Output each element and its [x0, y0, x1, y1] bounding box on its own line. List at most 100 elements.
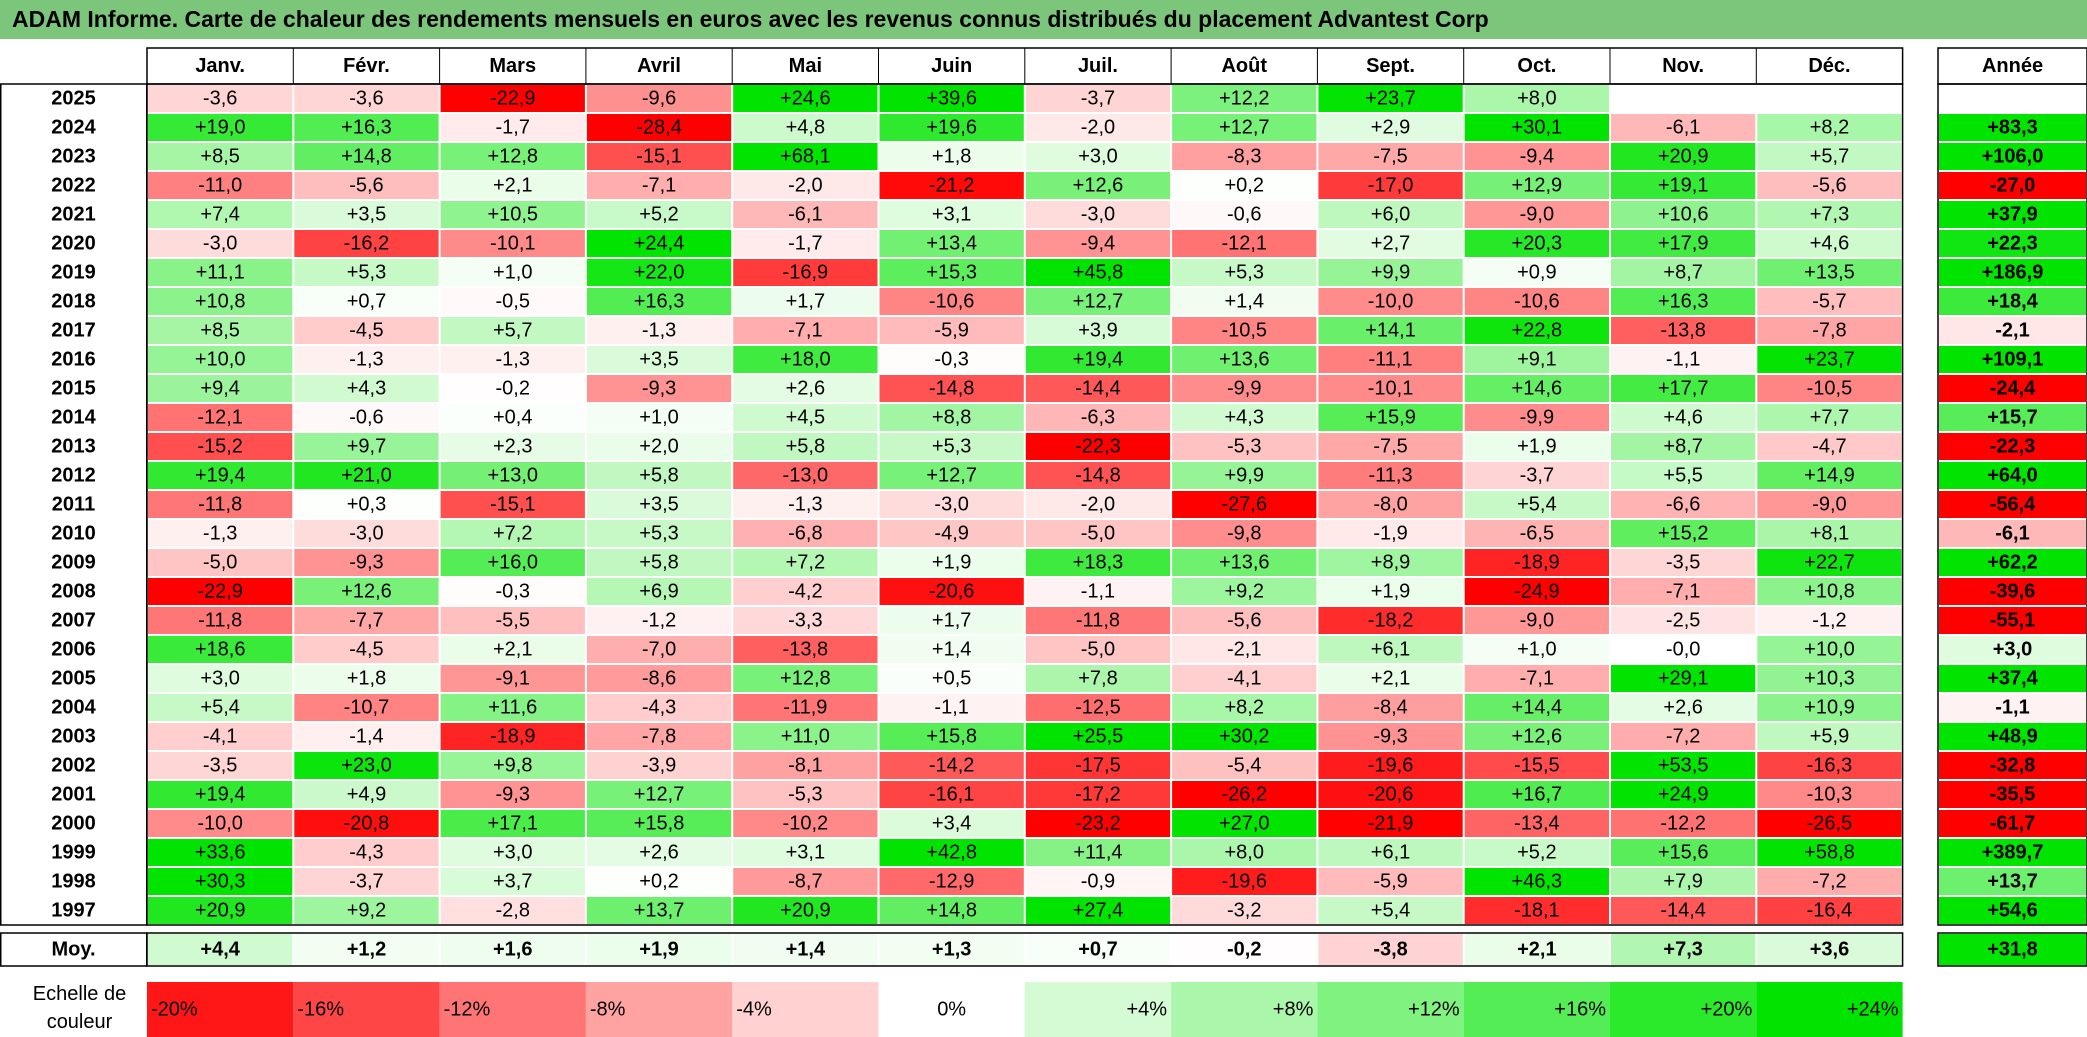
- cell-value: +22,0: [634, 262, 685, 284]
- year-label: 2001: [51, 784, 96, 806]
- heatmap-cell: [1611, 346, 1756, 373]
- heatmap-cell: [440, 781, 585, 808]
- heatmap-cell: [1318, 404, 1463, 431]
- month-header-3: Mars: [489, 55, 536, 77]
- heatmap-cell: [1757, 433, 1902, 460]
- cell-value: +15,6: [1658, 842, 1709, 864]
- cell-value: +2,6: [1663, 697, 1702, 719]
- heatmap-cell: [586, 114, 732, 141]
- cell-value: -26,2: [1221, 784, 1267, 806]
- heatmap-cell: [1025, 752, 1171, 779]
- cell-value: +11,1: [196, 262, 245, 284]
- cell-value: +6,0: [1371, 204, 1410, 226]
- average-value: +3,6: [1810, 939, 1849, 961]
- heatmap-cell: [733, 491, 878, 518]
- heatmap-cell: [879, 810, 1024, 837]
- heatmap-cell: [1611, 723, 1756, 750]
- heatmap-cell: [1464, 868, 1609, 895]
- cell-value: -11,0: [198, 175, 242, 197]
- heatmap-cell: [1757, 375, 1902, 402]
- cell-value: -15,2: [197, 436, 243, 458]
- cell-value: -1,3: [203, 523, 237, 545]
- cell-value: +5,4: [200, 697, 239, 719]
- heatmap-cell: [1464, 636, 1609, 663]
- cell-value: +1,9: [1371, 581, 1410, 603]
- heatmap-cell: [1318, 85, 1463, 112]
- heatmap-cell: [1318, 288, 1463, 315]
- heatmap-cell: [148, 85, 293, 112]
- month-header-2: Févr.: [343, 55, 390, 77]
- heatmap-cell: [148, 578, 293, 605]
- heatmap-cell: [1757, 665, 1902, 692]
- annual-header-box: [1937, 47, 2087, 85]
- heatmap-cell: [733, 288, 878, 315]
- scale-swatch: [1171, 982, 1318, 1037]
- heatmap-cell: [294, 839, 439, 866]
- cell-value: +8,2: [1225, 697, 1264, 719]
- cell-value: +33,6: [195, 842, 246, 864]
- heatmap-cell: [148, 723, 293, 750]
- heatmap-cell: [879, 491, 1024, 518]
- heatmap-cell: [733, 578, 878, 605]
- cell-value: +3,0: [200, 668, 239, 690]
- cell-value: +9,1: [1517, 349, 1556, 371]
- scale-label: +8%: [1273, 999, 1314, 1021]
- heatmap-cell: [1025, 897, 1171, 924]
- heatmap-cell: [294, 85, 439, 112]
- cell-value: -9,9: [1520, 407, 1554, 429]
- cell-value: +2,6: [786, 378, 825, 400]
- cell-value: +21,0: [341, 465, 392, 487]
- cell-value: -9,0: [1812, 494, 1846, 516]
- heatmap-cell: [1757, 230, 1902, 257]
- scale-label: -20%: [151, 999, 198, 1021]
- heatmap-cell: [1757, 781, 1902, 808]
- year-label: 2018: [51, 291, 96, 313]
- cell-value: -14,8: [929, 378, 975, 400]
- annual-value: -1,1: [1995, 697, 2029, 719]
- scale-swatch: [439, 982, 586, 1037]
- cell-value: -7,2: [1812, 871, 1846, 893]
- year-label: 2006: [51, 639, 96, 661]
- cell-value: +1,4: [1225, 291, 1264, 313]
- average-value: -0,2: [1227, 939, 1261, 961]
- cell-value: -18,9: [1514, 552, 1560, 574]
- heatmap-cell: [1318, 549, 1463, 576]
- heatmap-cell: [440, 172, 585, 199]
- heatmap-cell: [879, 897, 1024, 924]
- scale-swatch: [147, 982, 294, 1037]
- cell-value: +12,8: [780, 668, 831, 690]
- heatmap-cell: [1464, 375, 1609, 402]
- cell-value: -4,9: [934, 523, 968, 545]
- cell-value: +13,6: [1219, 552, 1270, 574]
- heatmap-cell: [148, 607, 293, 634]
- average-value: +4,4: [200, 939, 240, 961]
- cell-value: +22,8: [1512, 320, 1563, 342]
- cell-value: -10,5: [1221, 320, 1267, 342]
- heatmap-cell: [1757, 607, 1902, 634]
- heatmap-cell: [1611, 375, 1756, 402]
- heatmap-cell: [148, 433, 293, 460]
- heatmap-cell: [586, 230, 732, 257]
- heatmap-cell: [733, 781, 878, 808]
- annual-value: -22,3: [1990, 436, 2036, 458]
- cell-value: +10,8: [1804, 581, 1855, 603]
- cell-value: -14,4: [1075, 378, 1121, 400]
- annual-cell: [1939, 694, 2086, 721]
- heatmap-cell: [1172, 433, 1317, 460]
- cell-value: -13,8: [783, 639, 829, 661]
- cell-value: -5,7: [1812, 291, 1846, 313]
- cell-value: +20,9: [1658, 146, 1709, 168]
- cell-value: -10,1: [490, 233, 536, 255]
- heatmap-cell: [148, 665, 293, 692]
- cell-value: +3,5: [639, 494, 678, 516]
- cell-value: -0,9: [1081, 871, 1115, 893]
- cell-value: -5,0: [1081, 639, 1115, 661]
- cell-value: -0,6: [349, 407, 383, 429]
- heatmap-cell: [1172, 520, 1317, 547]
- cell-value: +4,5: [786, 407, 825, 429]
- cell-value: -3,5: [1666, 552, 1700, 574]
- cell-value: +2,1: [493, 175, 532, 197]
- cell-value: +53,5: [1658, 755, 1709, 777]
- heatmap-cell: [294, 520, 439, 547]
- heatmap-cell: [440, 259, 585, 286]
